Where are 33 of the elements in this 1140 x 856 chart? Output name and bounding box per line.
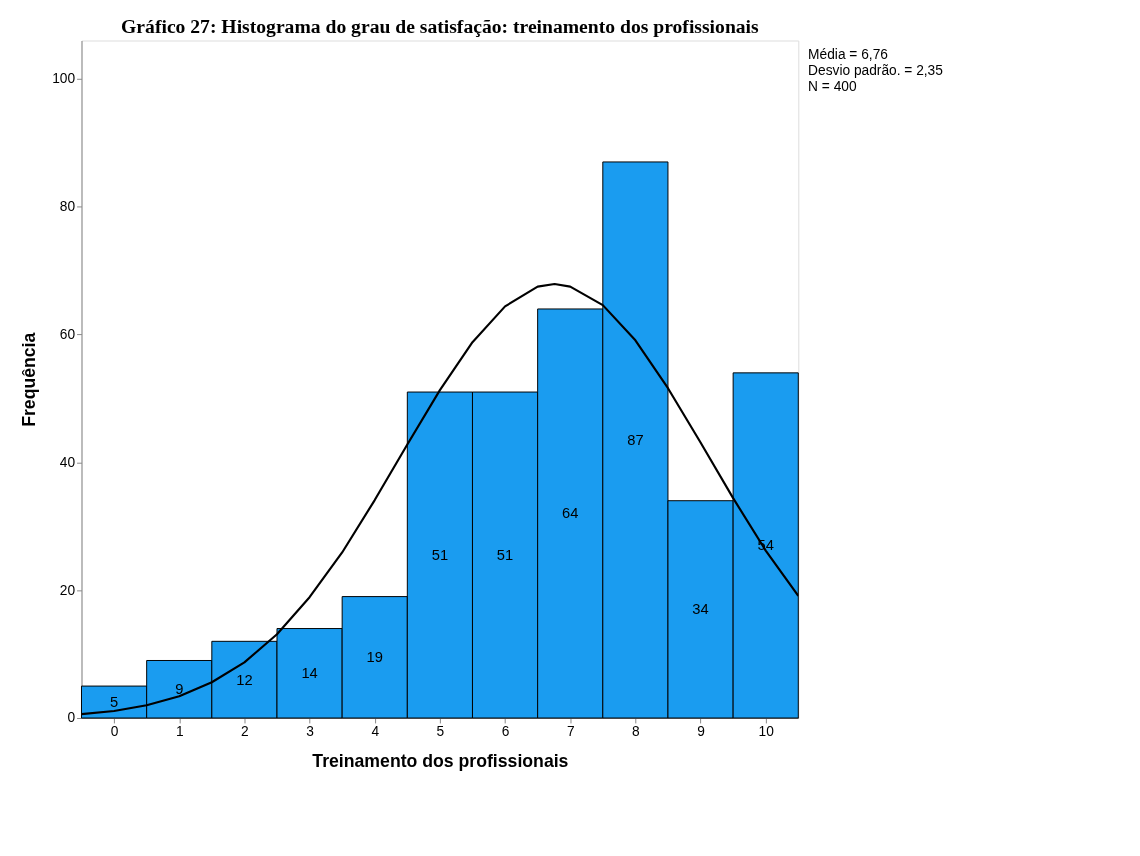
data-label: 9 xyxy=(175,681,184,698)
x-tick-label: 9 xyxy=(697,724,705,740)
y-tick-label: 40 xyxy=(59,454,76,470)
y-tick-label: 100 xyxy=(52,71,76,87)
x-tick-label: 6 xyxy=(501,724,510,740)
data-label: 19 xyxy=(366,649,383,666)
data-label: 64 xyxy=(562,505,579,522)
data-label: 34 xyxy=(692,601,709,618)
y-tick-label: 0 xyxy=(67,710,76,726)
x-tick-label: 10 xyxy=(758,724,775,740)
text: N = 400 xyxy=(808,78,857,94)
text: Desvio padrão. = 2,35 xyxy=(808,62,944,78)
data-label: 51 xyxy=(496,546,514,563)
x-tick-label: 8 xyxy=(632,724,641,740)
x-tick-label: 0 xyxy=(110,724,119,740)
data-label: 5 xyxy=(109,693,119,710)
y-axis-title: Frequência xyxy=(18,332,39,427)
data-label: 14 xyxy=(301,665,318,682)
y-tick-label: 60 xyxy=(59,326,76,342)
chart-title: Gráfico 27: Histograma do grau de satisfação: treinamento dos profissionais xyxy=(121,15,760,37)
x-axis-title: Treinamento dos profissionais xyxy=(312,750,569,771)
x-tick-label: 1 xyxy=(175,724,184,740)
x-tick-label: 2 xyxy=(241,724,249,740)
x-tick-label: 4 xyxy=(371,724,380,740)
x-tick-label: 5 xyxy=(436,724,445,740)
y-tick-label: 20 xyxy=(59,582,76,598)
x-tick-label: 7 xyxy=(566,724,575,740)
y-tick-label: 80 xyxy=(59,199,76,215)
data-label: 12 xyxy=(236,671,253,688)
x-tick-label: 3 xyxy=(306,724,315,740)
data-label: 87 xyxy=(627,431,644,448)
data-label: 51 xyxy=(431,546,449,563)
text: Média = 6,76 xyxy=(808,47,889,63)
